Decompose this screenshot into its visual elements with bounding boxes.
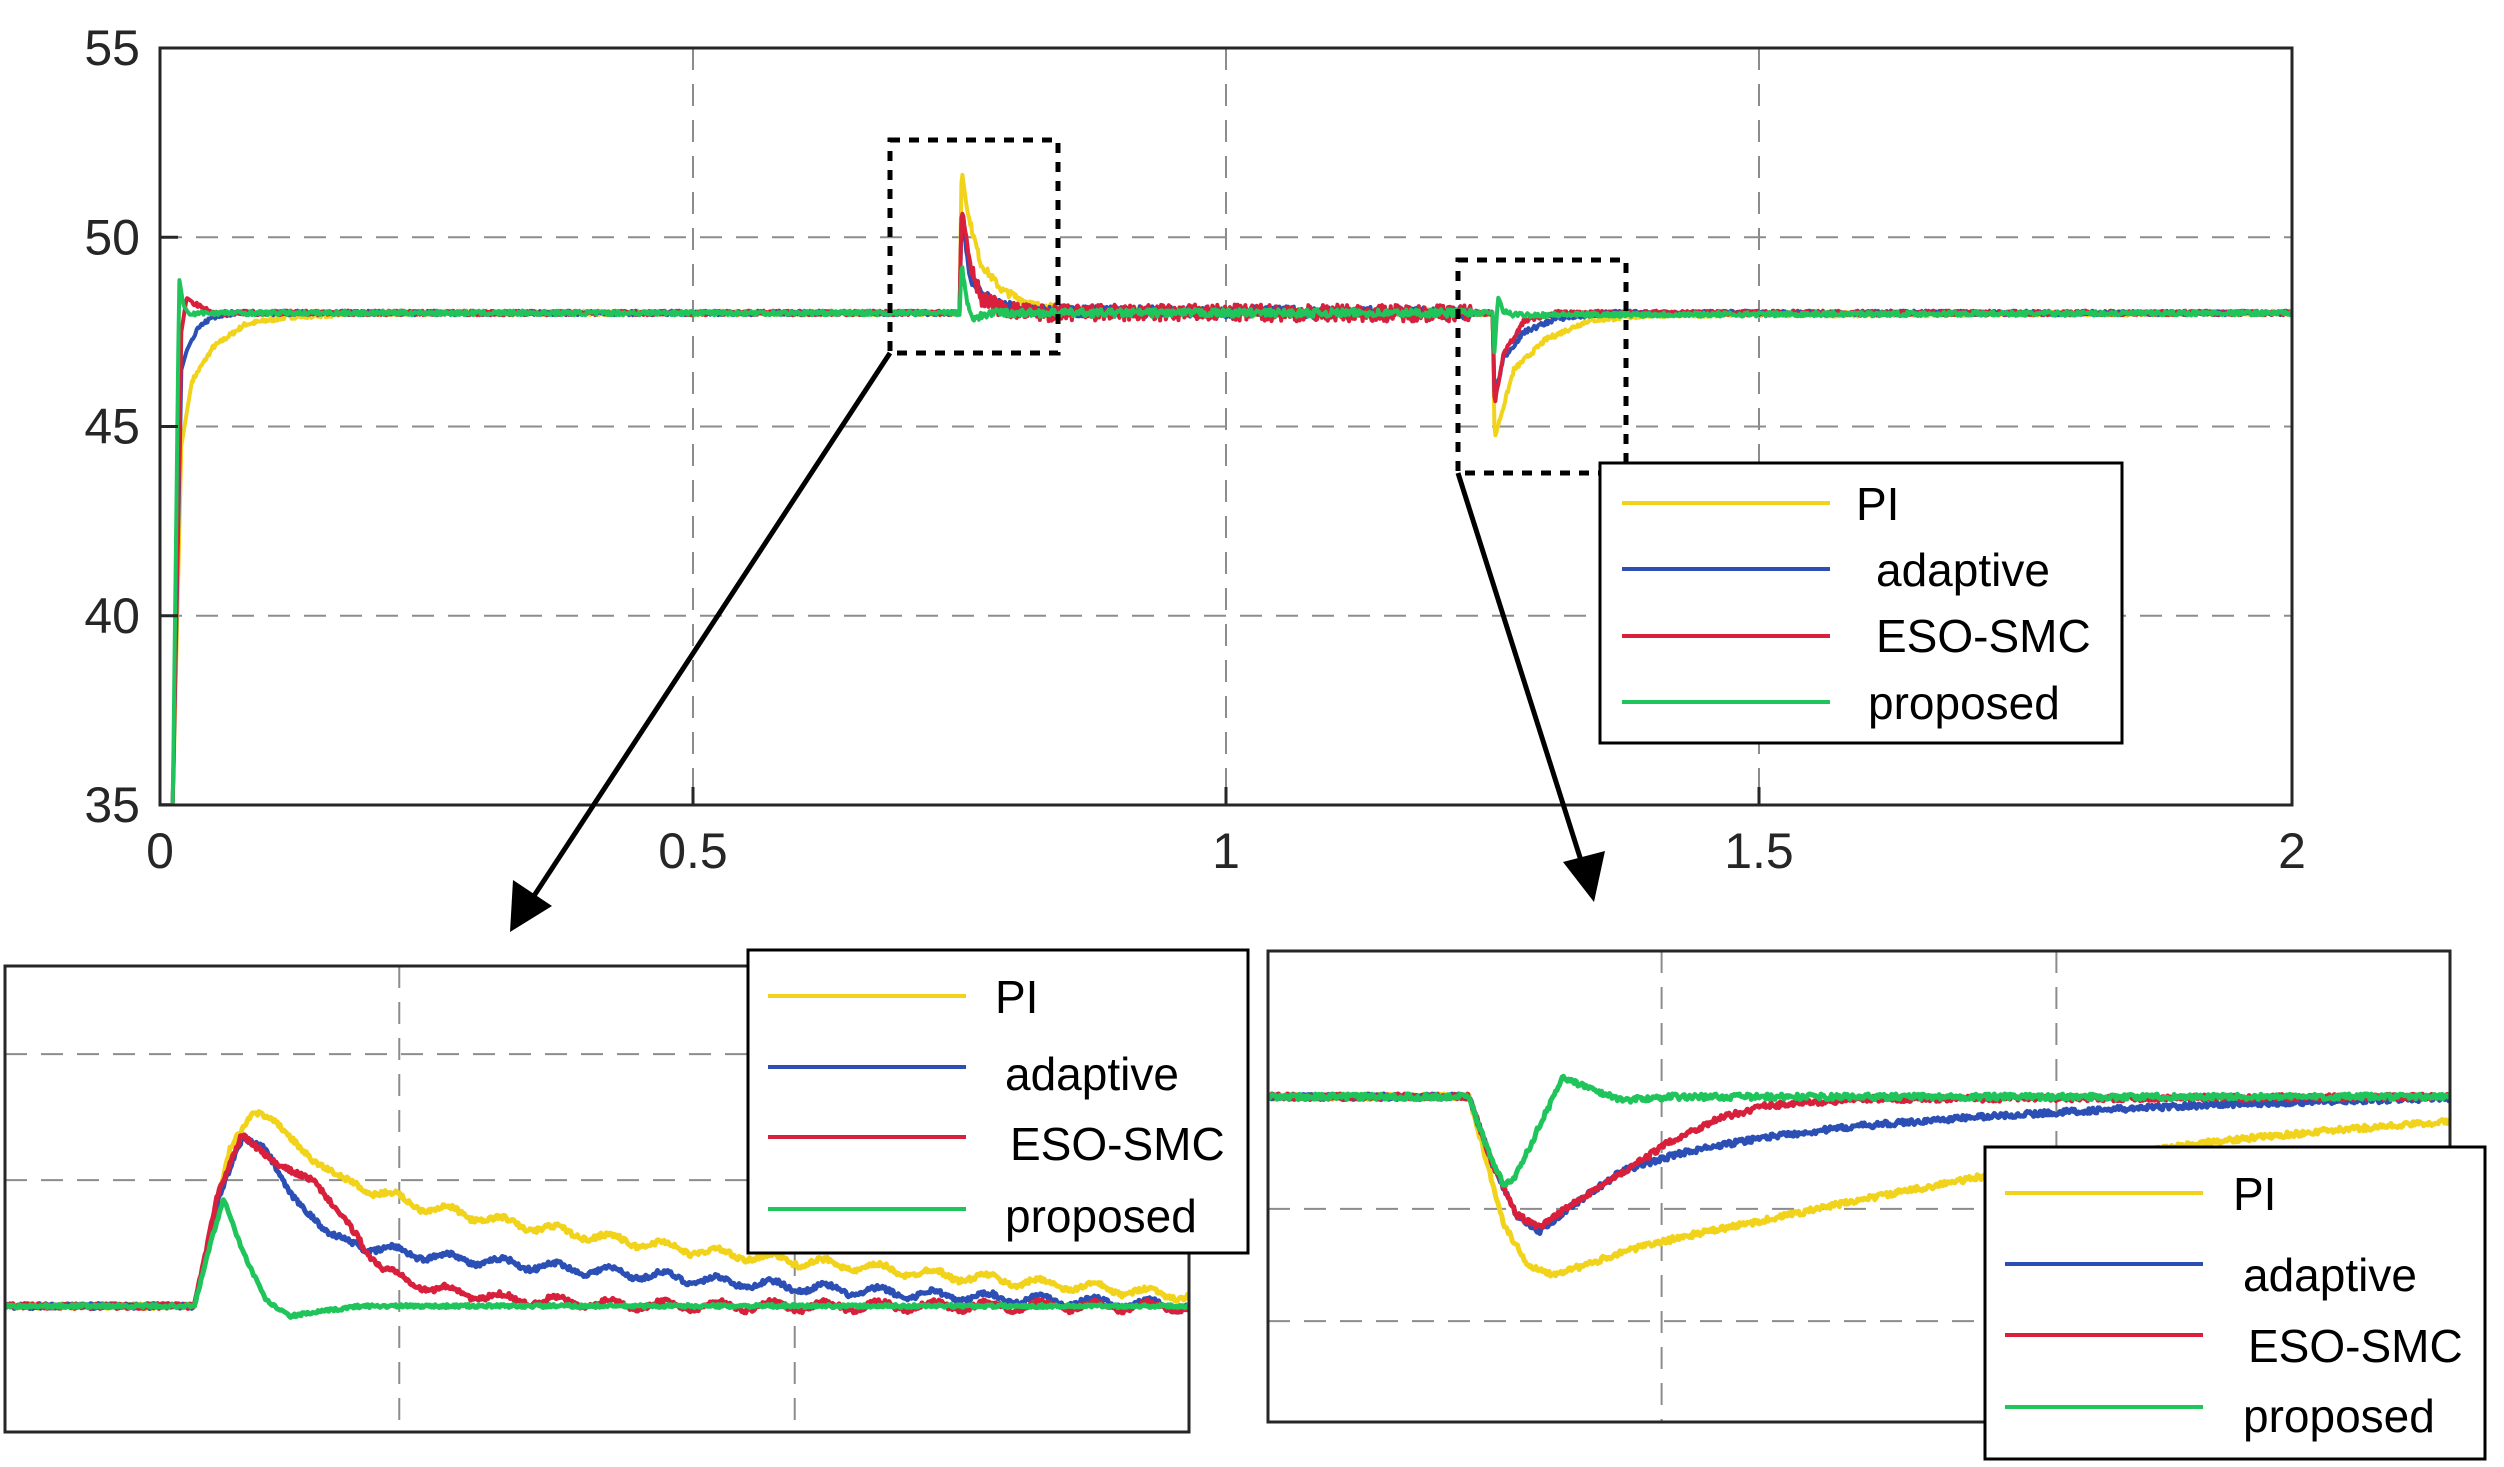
zoom-1-legend-label-pi: PI: [995, 971, 1038, 1023]
x-tick-label-4: 2: [2278, 823, 2306, 879]
main-series-proposed: [160, 265, 2292, 805]
x-tick-label-3: 1.5: [1724, 823, 1794, 879]
arrow-2-line: [1455, 472, 1587, 871]
main-legend-label-eso-smc: ESO-SMC: [1876, 610, 2091, 662]
y-tick-label-1: 40: [84, 588, 140, 644]
main-tick-labels: 0 0.5 1 1.5 2 35 40 45 50 55: [84, 20, 2306, 879]
zoom-2-legend-label-pi: PI: [2233, 1168, 2276, 1220]
zoom-2-legend: PI adaptive ESO-SMC proposed: [1983, 1145, 2487, 1461]
arrow-2-head: [1563, 851, 1605, 902]
zoom-chart-1: PI adaptive ESO-SMC proposed: [3, 948, 1250, 1434]
main-legend-label-pi: PI: [1856, 478, 1899, 530]
zoom-2-legend-label-proposed: proposed: [2243, 1390, 2435, 1442]
x-tick-label-0: 0: [146, 823, 174, 879]
zoom-2-series-lines: [1268, 1073, 2450, 1279]
y-tick-label-4: 55: [84, 20, 140, 76]
main-legend-label-proposed: proposed: [1868, 677, 2060, 729]
main-legend-label-adaptive: adaptive: [1876, 544, 2050, 596]
zoom-box-2: [1455, 257, 1629, 476]
zoom-1-legend-label-adaptive: adaptive: [1005, 1048, 1179, 1100]
y-tick-label-3: 50: [84, 209, 140, 265]
y-tick-label-0: 35: [84, 777, 140, 833]
main-chart: 0 0.5 1 1.5 2 35 40 45 50 55 PI adaptive ESO-SMC …: [84, 20, 2306, 879]
main-legend: PI adaptive ESO-SMC proposed: [1598, 461, 2124, 745]
zoom-2-series-proposed: [1268, 1073, 2450, 1188]
zoom-1-legend-label-eso-smc: ESO-SMC: [1010, 1118, 1225, 1170]
x-tick-label-2: 1: [1212, 823, 1240, 879]
zoom-1-legend-label-proposed: proposed: [1005, 1190, 1197, 1242]
zoom-1-series-proposed: [5, 1197, 1189, 1320]
arrow-1-line: [525, 351, 893, 907]
zoom-box-1: [887, 137, 1061, 356]
x-tick-label-1: 0.5: [658, 823, 728, 879]
zoom-2-legend-label-adaptive: adaptive: [2243, 1249, 2417, 1301]
zoom-1-legend: PI adaptive ESO-SMC proposed: [746, 948, 1250, 1255]
main-series-lines: [160, 172, 2292, 805]
y-tick-label-2: 45: [84, 399, 140, 455]
main-legend-box: [1598, 461, 2124, 745]
zoom-1-series-lines: [5, 1109, 1189, 1320]
zoom-arrows: [510, 351, 1605, 932]
zoom-1-legend-box: [746, 948, 1250, 1255]
zoom-chart-2: PI adaptive ESO-SMC proposed: [1266, 949, 2487, 1461]
arrow-1-head: [510, 880, 552, 932]
zoom-2-legend-label-eso-smc: ESO-SMC: [2248, 1320, 2463, 1372]
